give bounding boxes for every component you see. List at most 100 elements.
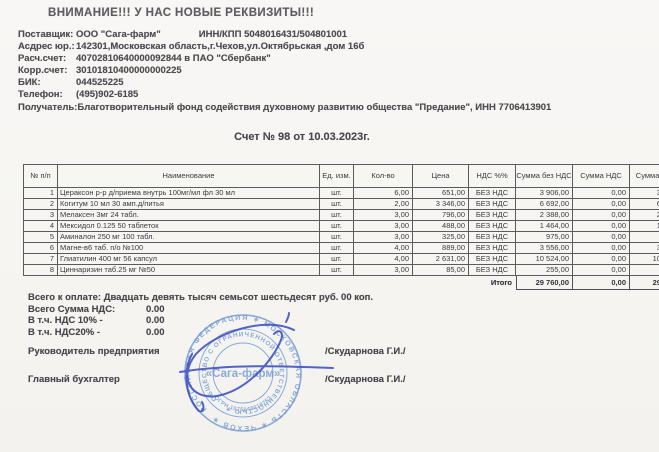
info-row: Корр.счет: 30101810400000000225 (18, 65, 589, 77)
cell-vat-rate: БЕЗ НДС (469, 254, 516, 265)
signature-accent (285, 312, 290, 323)
cell-sum-no-vat: 3 556,00 (516, 243, 573, 254)
vat-line-value: 0.00 (146, 326, 165, 338)
signature-row: Руководитель предприятия/Скударнова Г.И.… (28, 347, 628, 357)
cell-price: 651,00 (413, 188, 469, 199)
signature-row: Главный бухгалтер/Скударнова Г.И./ (28, 375, 628, 385)
cell-name: Мелаксен 3мг 24 табл. (58, 210, 320, 221)
info-label: Поставщик: (18, 29, 74, 40)
cell-qty: 4,00 (354, 254, 413, 265)
info-row: БИК: 044525225 (18, 77, 589, 89)
info-label: Асдрес юр.: (18, 41, 75, 53)
cell-vat-sum: 0,00 (573, 243, 630, 254)
table-row: 3 Мелаксен 3мг 24 табл. шт. 3,00 796,00 … (24, 210, 659, 221)
vat-line-value: 0.00 (146, 315, 165, 327)
table-body: 1 Цераксон р-р д/приема внутрь 100мг/мл … (24, 188, 659, 276)
cell-sum-with-vat: 6 692,00 (630, 199, 659, 210)
cell-qty: 6,00 (354, 188, 413, 199)
cell-number: 8 (24, 265, 58, 276)
signature-scribble (179, 312, 334, 413)
table-row: 6 Магне-в6 таб. п/о №100 шт. 4,00 889,00… (24, 243, 659, 254)
total-sum-no-vat: 29 760,00 (516, 276, 573, 290)
cell-vat-rate: БЕЗ НДС (469, 188, 516, 199)
stamp-center-text: «Сага-фарм» (206, 368, 281, 380)
cell-unit: шт. (320, 232, 354, 243)
total-row: Итого 29 760,00 0,00 29 760,00 (24, 276, 659, 290)
info-label: БИК: (18, 77, 41, 89)
cell-sum-with-vat: 3 556,00 (630, 243, 659, 254)
info-value: ООО "Сага-фарм" (76, 29, 161, 40)
cell-unit: шт. (320, 221, 354, 232)
total-label: Итого (490, 278, 512, 287)
cell-price: 889,00 (413, 243, 469, 254)
cell-qty: 3,00 (354, 210, 413, 221)
cell-name: Циннаризин таб.25 мг №50 (58, 265, 320, 276)
info-label: Корр.счет: (18, 65, 68, 77)
info-value: 142301,Московская область,г.Чехов,ул.Окт… (76, 41, 365, 53)
signature-name: /Скударнова Г.И./ (325, 346, 406, 357)
cell-vat-sum: 0,00 (573, 265, 630, 276)
amount-due-label: Всего к оплате: (28, 292, 102, 303)
info-row: Расч.счет: 40702810640000092844 в ПАО "Сб… (18, 53, 589, 65)
header-cell-number: № п/п (24, 165, 58, 188)
cell-vat-sum: 0,00 (573, 221, 630, 232)
table-row: 7 Глиатилин 400 мг 56 капсул шт. 4,00 2 … (24, 254, 659, 265)
cell-unit: шт. (320, 265, 354, 276)
cell-unit: шт. (320, 254, 354, 265)
cell-name: Аминалон 250 мг 100 табл. (58, 232, 320, 243)
cell-number: 2 (24, 199, 58, 210)
cell-sum-with-vat: 255,00 (630, 265, 659, 276)
cell-vat-rate: БЕЗ НДС (469, 265, 516, 276)
invoice-title: Счет № 98 от 10.03.2023г. (234, 131, 370, 143)
cell-vat-sum: 0,00 (573, 188, 630, 199)
cell-unit: шт. (320, 199, 354, 210)
signature-name: /Скударнова Г.И./ (325, 374, 406, 385)
cell-sum-with-vat: 2 388,00 (630, 210, 659, 221)
cell-sum-no-vat: 3 906,00 (516, 188, 573, 199)
cell-qty: 3,00 (354, 265, 413, 276)
cell-sum-with-vat: 10 524,00 (630, 254, 659, 265)
total-vat-sum: 0,00 (573, 276, 630, 290)
vat-line-label: Всего Сумма НДС: (28, 303, 116, 315)
vat-line: В т.ч. НДС20% - 0.00 (28, 327, 373, 339)
cell-name: Глиатилин 400 мг 56 капсул (58, 254, 320, 265)
table-row: 2 Когитум 10 мл 30 амп.д/питья шт. 2,00 … (24, 199, 659, 210)
info-row: Телефон: (495)902-6185 (18, 89, 589, 101)
cell-number: 1 (24, 188, 58, 199)
vat-line-label: В т.ч. НДС 10% - (28, 315, 103, 327)
header-cell-qty: Кол-во (354, 165, 413, 188)
cell-number: 5 (24, 232, 58, 243)
amount-due-line: Всего к оплате: Двадцать девять тысяч се… (28, 292, 373, 304)
info-row: Получатель:Благотворительный фонд содейс… (18, 102, 589, 114)
cell-price: 2 631,00 (413, 254, 469, 265)
info-value: 30101810400000000225 (76, 65, 182, 77)
info-extra: ИНН/КПП 5048016431/504801001 (198, 29, 348, 40)
cell-qty: 4,00 (354, 243, 413, 254)
cell-unit: шт. (320, 188, 354, 199)
cell-vat-sum: 0,00 (573, 199, 630, 210)
cell-vat-rate: БЕЗ НДС (469, 243, 516, 254)
cell-number: 3 (24, 210, 58, 221)
cell-sum-no-vat: 255,00 (516, 265, 573, 276)
info-value: 40702810640000092844 в ПАО "Сбербанк" (76, 53, 271, 65)
cell-price: 325,00 (413, 232, 469, 243)
signature-hook (185, 353, 205, 413)
info-label: Телефон: (18, 89, 63, 101)
cell-sum-no-vat: 2 388,00 (516, 210, 573, 221)
cell-vat-rate: БЕЗ НДС (469, 210, 516, 221)
cell-sum-with-vat: 3 906,00 (630, 188, 659, 199)
cell-vat-rate: БЕЗ НДС (469, 221, 516, 232)
header-cell-price: Цена (413, 165, 469, 188)
cell-price: 85,00 (413, 265, 469, 276)
cell-qty: 2,00 (354, 199, 413, 210)
cell-vat-rate: БЕЗ НДС (469, 199, 516, 210)
cell-unit: шт. (320, 243, 354, 254)
signature-loop (186, 323, 295, 398)
cell-number: 4 (24, 221, 58, 232)
cell-price: 796,00 (413, 210, 469, 221)
cell-sum-with-vat: 1 464,00 (630, 221, 659, 232)
signatures-block: Руководитель предприятия/Скударнова Г.И.… (28, 347, 628, 385)
vat-line: В т.ч. НДС 10% - 0.00 (28, 315, 373, 327)
summary-block: Всего к оплате: Двадцать девять тысяч се… (28, 292, 373, 338)
